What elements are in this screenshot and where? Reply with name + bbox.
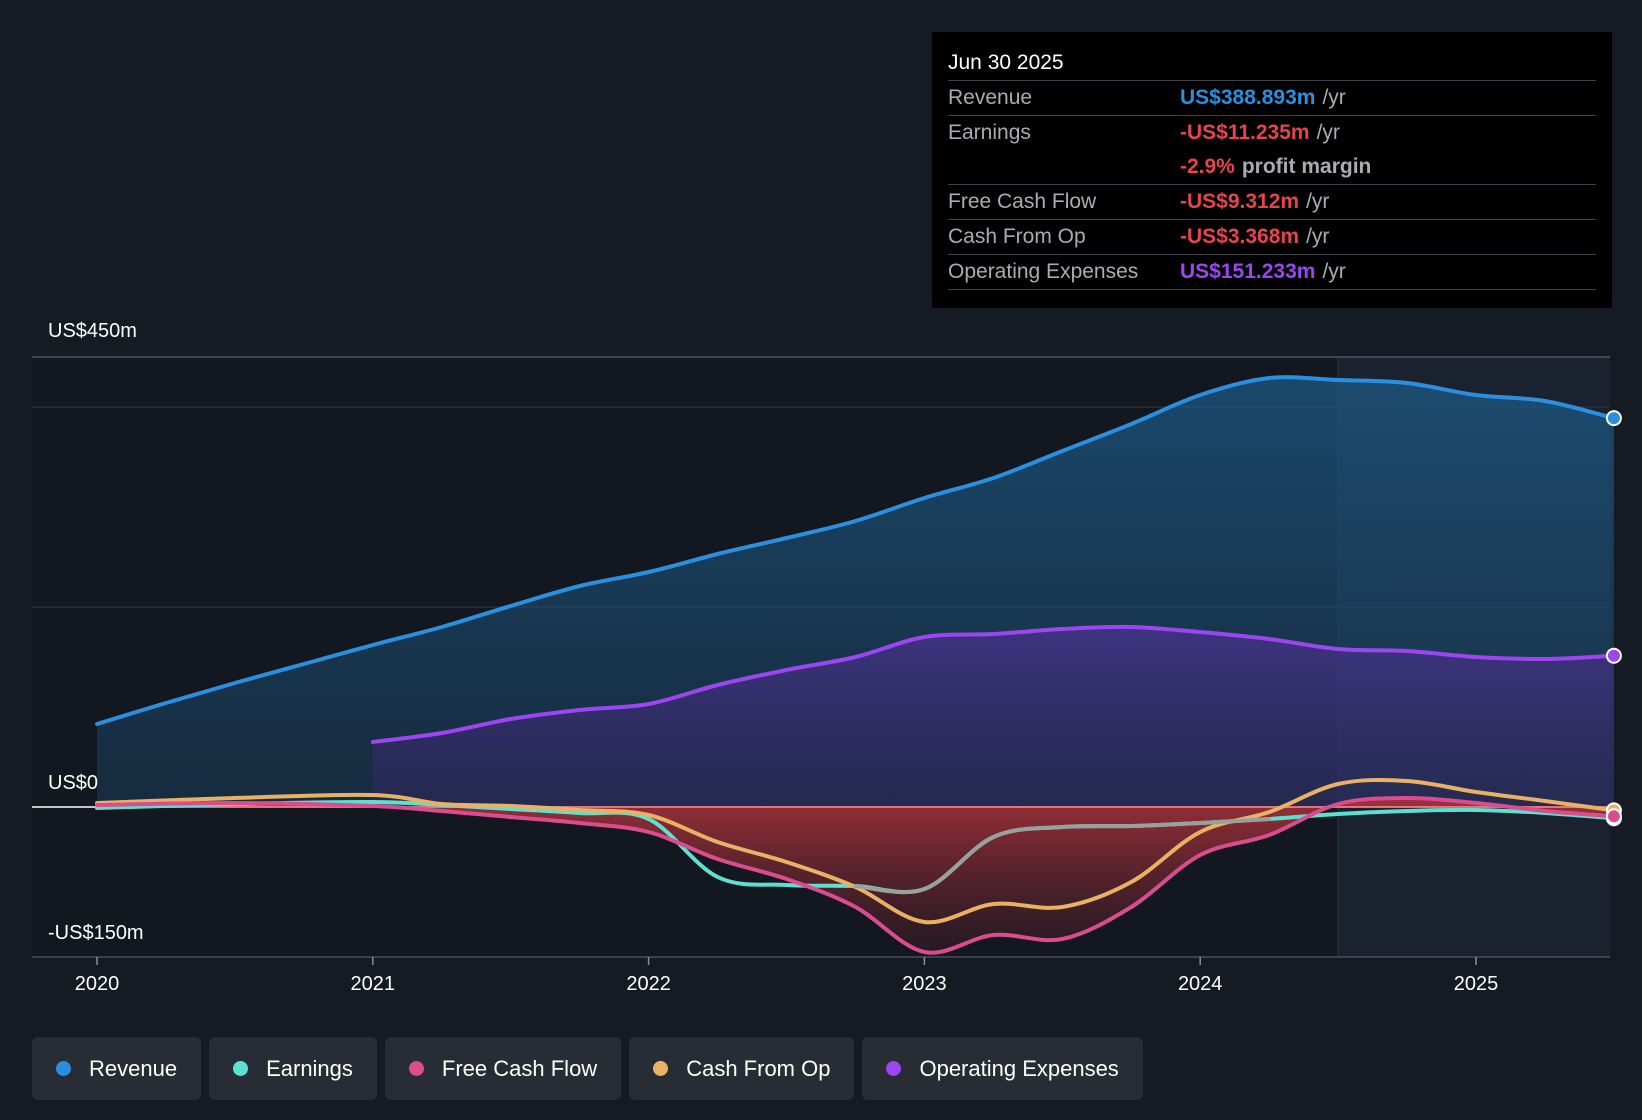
legend-label: Cash From Op: [686, 1055, 831, 1081]
tooltip-label: [948, 150, 1180, 184]
tooltip-date: Jun 30 2025: [948, 46, 1596, 81]
revenue-end-marker: [1605, 410, 1622, 427]
free-cash-flow-line: [95, 795, 1616, 955]
legend-item-cash-from-op[interactable]: Cash From Op: [629, 1037, 855, 1100]
y-axis-zero-label: US$0: [48, 772, 99, 794]
tooltip-unit: /yr: [1316, 121, 1340, 144]
x-tick-label: 2021: [351, 973, 396, 995]
legend-dot-icon: [653, 1061, 669, 1076]
y-axis-top-label: US$450m: [48, 320, 137, 342]
tooltip-value: US$388.893m: [1180, 86, 1316, 109]
legend-dot-icon: [408, 1061, 424, 1076]
tooltip-unit: /yr: [1306, 225, 1330, 248]
legend-item-free-cash-flow[interactable]: Free Cash Flow: [384, 1037, 622, 1100]
tooltip-value: US$151.233m: [1180, 260, 1316, 283]
legend-item-operating-expenses[interactable]: Operating Expenses: [862, 1037, 1143, 1100]
x-tick-label: 2020: [75, 973, 120, 995]
legend-label: Revenue: [89, 1055, 178, 1081]
tooltip-row-earnings: Earnings -US$11.235m /yr: [948, 116, 1596, 150]
tooltip-label: Free Cash Flow: [948, 190, 1097, 213]
tooltip-value: -US$11.235m: [1180, 121, 1310, 144]
legend-dot-icon: [886, 1061, 902, 1076]
x-tick-label: 2022: [626, 973, 671, 995]
tooltip-row-cash-from-op: Cash From Op -US$3.368m /yr: [948, 220, 1596, 255]
data-tooltip: Jun 30 2025 Revenue US$388.893m /yr Earn…: [932, 32, 1612, 308]
x-tick-label: 2025: [1454, 973, 1499, 995]
operating-expenses-end-marker: [1605, 647, 1622, 664]
tooltip-unit: /yr: [1322, 86, 1346, 109]
free-cash-flow-area: [97, 797, 1614, 953]
tooltip-row-free-cash-flow: Free Cash Flow -US$9.312m /yr: [948, 185, 1596, 220]
tooltip-value: -2.9%: [1180, 155, 1235, 178]
x-tick-label: 2023: [902, 973, 947, 995]
tooltip-unit: profit margin: [1241, 155, 1372, 178]
legend-label: Earnings: [266, 1055, 353, 1081]
free-cash-flow-end-marker: [1605, 808, 1622, 825]
legend-label: Free Cash Flow: [441, 1055, 598, 1081]
tooltip-row-revenue: Revenue US$388.893m /yr: [948, 81, 1596, 116]
legend-item-revenue[interactable]: Revenue: [32, 1037, 202, 1100]
tooltip-value: -US$9.312m: [1180, 190, 1300, 213]
tooltip-row-profit-margin: -2.9% profit margin: [948, 150, 1596, 185]
x-tick-label: 2024: [1178, 973, 1223, 995]
legend-dot-icon: [56, 1061, 71, 1076]
cash-from-op-line: [95, 778, 1616, 925]
operating-expenses-area: [372, 626, 1614, 807]
tooltip-label: Cash From Op: [948, 225, 1086, 248]
legend-item-earnings[interactable]: Earnings: [209, 1037, 377, 1100]
tooltip-value: -US$3.368m: [1180, 225, 1300, 248]
tooltip-label: Revenue: [948, 86, 1033, 109]
tooltip-row-operating-expenses: Operating Expenses US$151.233m /yr: [948, 255, 1596, 290]
tooltip-label: Earnings: [948, 121, 1031, 144]
legend-label: Operating Expenses: [919, 1055, 1119, 1081]
tooltip-unit: /yr: [1322, 260, 1346, 283]
legend-dot-icon: [233, 1061, 249, 1076]
tooltip-label: Operating Expenses: [948, 260, 1139, 283]
revenue-line: [95, 375, 1616, 726]
operating-expenses-line: [370, 624, 1616, 744]
chart-legend: Revenue Earnings Free Cash Flow Cash Fro…: [32, 1037, 1143, 1100]
tooltip-unit: /yr: [1306, 190, 1330, 213]
earnings-line-muted: [853, 817, 1272, 894]
y-axis-bottom-label: -US$150m: [48, 922, 144, 944]
